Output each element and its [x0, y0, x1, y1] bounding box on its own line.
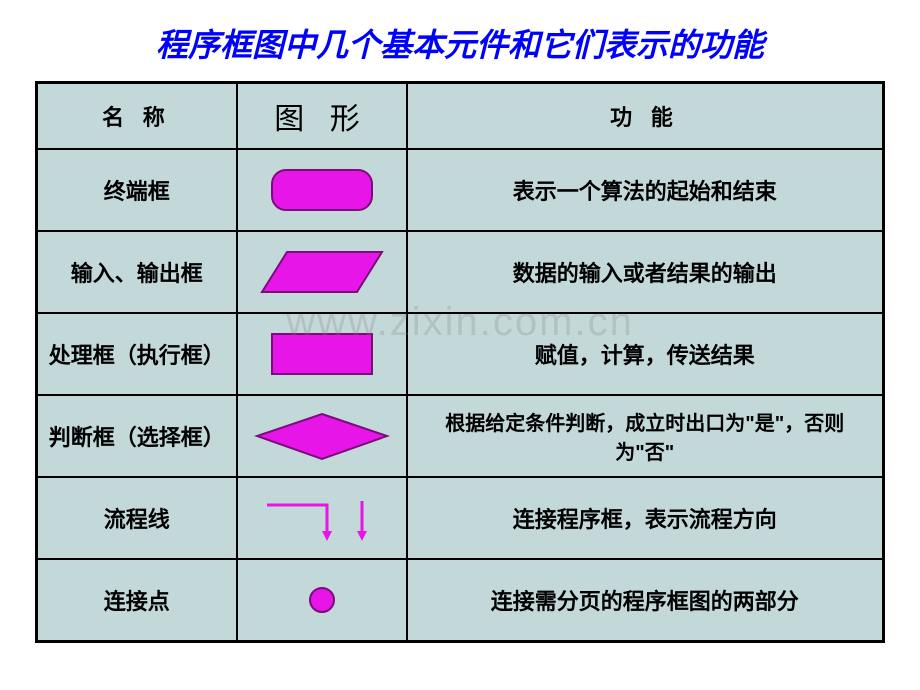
row-name: 连接点 — [37, 559, 237, 641]
rect-icon — [267, 329, 377, 379]
diamond-icon — [252, 409, 392, 464]
header-name: 名 称 — [37, 83, 237, 150]
row-shape — [237, 313, 407, 395]
header-func: 功 能 — [407, 83, 884, 150]
parallelogram-icon — [257, 247, 387, 297]
row-name: 输入、输出框 — [37, 231, 237, 313]
page-title: 程序框图中几个基本元件和它们表示的功能 — [0, 0, 920, 81]
row-shape — [237, 477, 407, 559]
row-func: 连接需分页的程序框图的两部分 — [407, 559, 884, 641]
table-header-row: 名 称 图 形 功 能 — [37, 83, 884, 150]
row-name: 判断框（选择框） — [37, 395, 237, 477]
row-func: 数据的输入或者结果的输出 — [407, 231, 884, 313]
table-row: 流程线 连接程序框，表示流程方向 — [37, 477, 884, 559]
row-shape — [237, 231, 407, 313]
flowline-icon — [252, 493, 392, 543]
row-func: 表示一个算法的起始和结束 — [407, 149, 884, 231]
row-func: 根据给定条件判断，成立时出口为"是"，否则为"否" — [407, 395, 884, 477]
table-row: 处理框（执行框） 赋值，计算，传送结果 — [37, 313, 884, 395]
table-row: 输入、输出框 数据的输入或者结果的输出 — [37, 231, 884, 313]
table-row: 终端框 表示一个算法的起始和结束 — [37, 149, 884, 231]
row-func: 赋值，计算，传送结果 — [407, 313, 884, 395]
rounded-rect-icon — [267, 165, 377, 215]
row-name: 处理框（执行框） — [37, 313, 237, 395]
circle-icon — [302, 580, 342, 620]
row-shape — [237, 149, 407, 231]
row-name: 终端框 — [37, 149, 237, 231]
table-row: 判断框（选择框） 根据给定条件判断，成立时出口为"是"，否则为"否" — [37, 395, 884, 477]
row-name: 流程线 — [37, 477, 237, 559]
table-row: 连接点 连接需分页的程序框图的两部分 — [37, 559, 884, 641]
row-func: 连接程序框，表示流程方向 — [407, 477, 884, 559]
row-shape — [237, 559, 407, 641]
flowchart-elements-table: 名 称 图 形 功 能 终端框 表示一个算法的起始和结束输入、输出框 数据的输入或者… — [35, 81, 885, 643]
header-shape: 图 形 — [237, 83, 407, 150]
row-shape — [237, 395, 407, 477]
